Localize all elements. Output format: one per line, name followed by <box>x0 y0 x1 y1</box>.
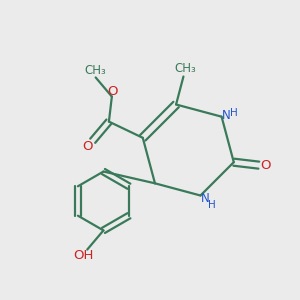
Text: O: O <box>107 85 118 98</box>
Text: O: O <box>82 140 93 153</box>
Text: N: N <box>200 192 209 205</box>
Text: OH: OH <box>74 249 94 262</box>
Text: H: H <box>208 200 215 210</box>
Text: H: H <box>230 108 238 118</box>
Text: O: O <box>260 159 271 172</box>
Text: N: N <box>222 109 230 122</box>
Text: CH₃: CH₃ <box>174 62 196 75</box>
Text: CH₃: CH₃ <box>84 64 106 76</box>
